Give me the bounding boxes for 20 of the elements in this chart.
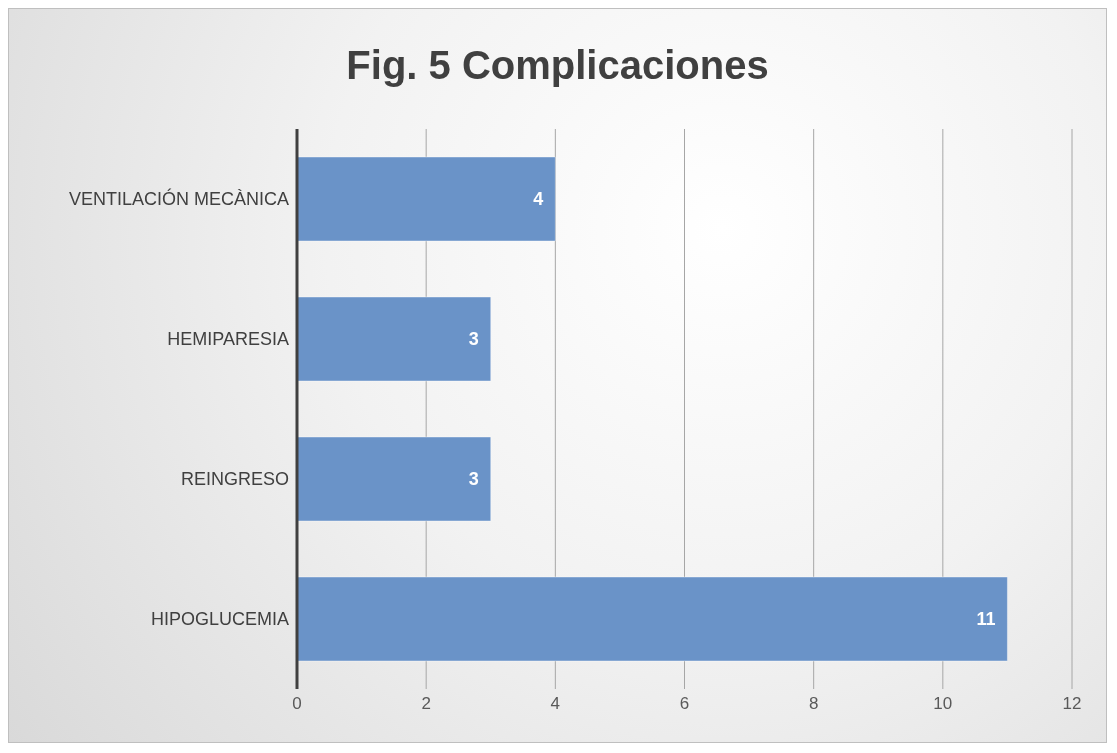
y-tick-label: HEMIPARESIA <box>167 329 289 350</box>
data-label: 3 <box>468 469 479 490</box>
x-tick-label: 8 <box>808 694 819 714</box>
x-tick-label: 4 <box>550 694 561 714</box>
bar <box>297 576 1008 662</box>
data-label: 11 <box>976 609 996 630</box>
x-tick-label: 6 <box>679 694 690 714</box>
bar <box>297 156 556 242</box>
data-label: 3 <box>468 329 479 350</box>
bar <box>297 436 492 522</box>
x-tick-label: 10 <box>933 694 953 714</box>
x-tick-label: 2 <box>421 694 431 714</box>
y-tick-label: REINGRESO <box>180 469 289 490</box>
x-tick-label: 0 <box>292 694 302 714</box>
bar <box>297 296 492 382</box>
y-tick-label: VENTILACIÓN MECÀNICA <box>68 188 289 210</box>
data-label: 4 <box>533 189 544 210</box>
y-tick-label: HIPOGLUCEMIA <box>150 609 289 630</box>
chart-title: Fig. 5 Complicaciones <box>345 43 770 88</box>
x-tick-label: 12 <box>1062 694 1082 714</box>
